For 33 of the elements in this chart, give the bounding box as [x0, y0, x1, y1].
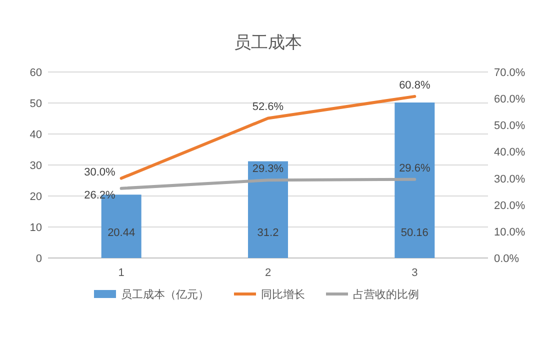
y2-tick-label: 50.0% — [494, 120, 526, 132]
data-label: 50.16 — [400, 227, 428, 239]
y2-tick-label: 60.0% — [494, 94, 526, 106]
legend-label: 占营收的比例 — [353, 288, 419, 301]
y2-tick-label: 10.0% — [494, 226, 526, 238]
y-tick-label: 0 — [36, 253, 42, 265]
x-tick-label: 2 — [264, 267, 272, 279]
legend-label: 员工成本（亿元） — [121, 288, 209, 301]
data-label: 20.44 — [108, 227, 136, 239]
y2-tick-label: 30.0% — [494, 173, 526, 186]
x-tick-label: 3 — [412, 267, 418, 279]
y-tick-label: 30 — [30, 160, 42, 172]
y-tick-label: 40 — [30, 129, 42, 141]
legend-label: 同比增长 — [261, 288, 305, 301]
y-tick-label: 10 — [30, 222, 42, 234]
y2-tick-label: 70.0% — [494, 67, 526, 79]
y-tick-label: 20 — [30, 191, 42, 203]
data-label: 29.6% — [399, 162, 430, 174]
x-tick-label: 1 — [118, 267, 124, 279]
data-label: 31.2 — [257, 227, 279, 239]
chart-title: 员工成本 — [234, 33, 302, 52]
y2-tick-label: 0.0% — [494, 253, 520, 265]
bar — [248, 161, 288, 258]
y-tick-label: 50 — [30, 98, 42, 110]
y2-tick-label: 20.0% — [494, 200, 526, 212]
y-tick-label: 60 — [30, 67, 42, 79]
data-label: 29.3% — [252, 163, 284, 176]
y2-tick-label: 40.0% — [494, 146, 526, 159]
bar — [394, 102, 435, 258]
data-label: 26.2% — [84, 189, 116, 202]
data-label: 52.6% — [252, 101, 284, 114]
data-label: 60.8% — [399, 79, 430, 92]
data-label: 30.0% — [84, 166, 116, 178]
